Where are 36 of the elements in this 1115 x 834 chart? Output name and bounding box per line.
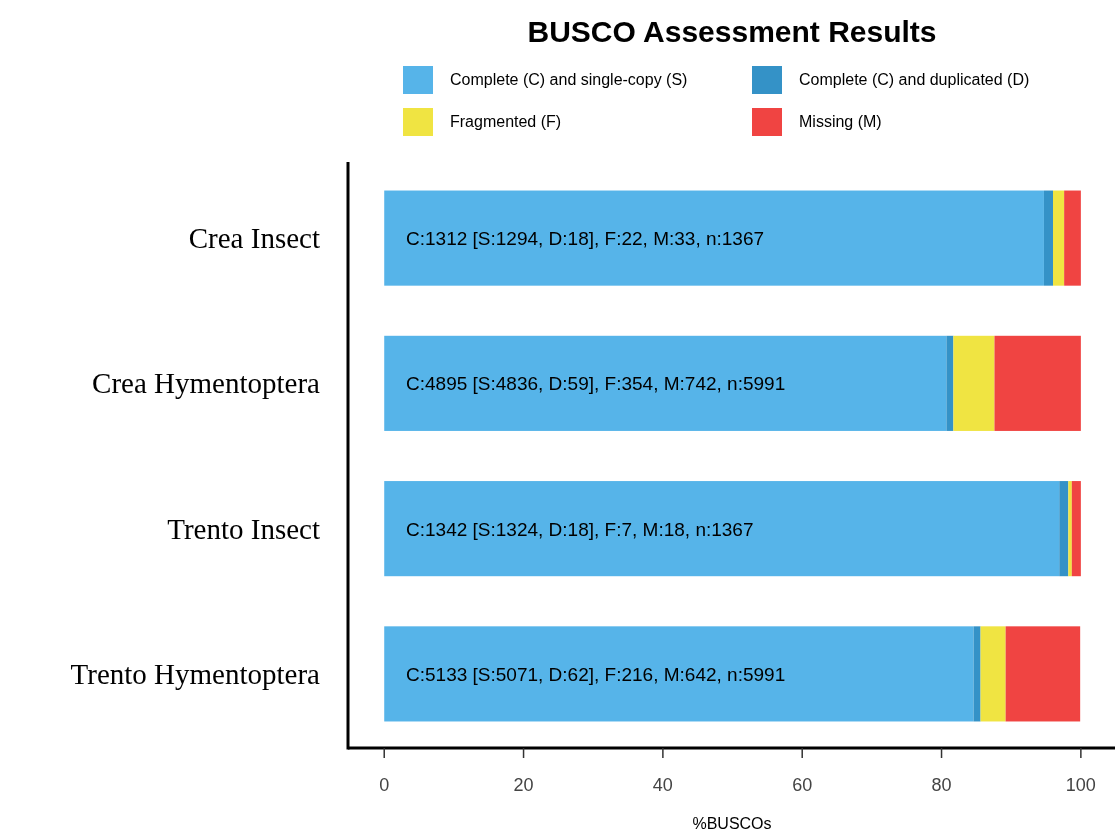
bar: [384, 626, 974, 722]
bar: [980, 626, 1006, 722]
bar: [1068, 481, 1072, 577]
bar: [384, 481, 1060, 577]
bar: [1059, 481, 1069, 577]
bar: [953, 335, 995, 431]
bar: [1053, 190, 1065, 286]
bar: [946, 335, 954, 431]
annotation: C:4895 [S:4836, D:59], F:354, M:742, n:5991: [406, 373, 786, 395]
legend-label: Complete (C) and single-copy (S): [450, 71, 688, 88]
chart-title: BUSCO Assessment Results: [527, 15, 937, 48]
legend-label: Missing (M): [799, 113, 882, 130]
bar: [1043, 190, 1053, 286]
x-tick-label: 40: [652, 775, 673, 795]
legend-label: Fragmented (F): [450, 113, 562, 130]
y-tick-label: Trento Insect: [167, 512, 320, 545]
bar: [994, 335, 1081, 431]
bar: [384, 335, 947, 431]
y-tick-label: Crea Hymentoptera: [92, 367, 321, 400]
bar: [1071, 481, 1081, 577]
bar: [384, 190, 1044, 286]
bar: [973, 626, 981, 722]
legend-label: Complete (C) and duplicated (D): [799, 71, 1030, 88]
x-tick-label: 80: [931, 775, 952, 795]
x-tick-label: 60: [792, 775, 813, 795]
annotation: C:1342 [S:1324, D:18], F:7, M:18, n:1367: [406, 518, 754, 540]
x-tick-label: 100: [1065, 775, 1096, 795]
y-tick-label: Crea Insect: [188, 222, 320, 255]
annotation: C:5133 [S:5071, D:62], F:216, M:642, n:5991: [406, 663, 786, 685]
x-axis-title: %BUSCOs: [692, 815, 772, 832]
bar: [1005, 626, 1081, 722]
annotation: C:1312 [S:1294, D:18], F:22, M:33, n:1367: [406, 228, 765, 250]
y-tick-label: Trento Hymentoptera: [70, 657, 321, 690]
x-tick-label: 20: [513, 775, 534, 795]
x-tick-label: 0: [379, 775, 390, 795]
bar: [1064, 190, 1081, 286]
